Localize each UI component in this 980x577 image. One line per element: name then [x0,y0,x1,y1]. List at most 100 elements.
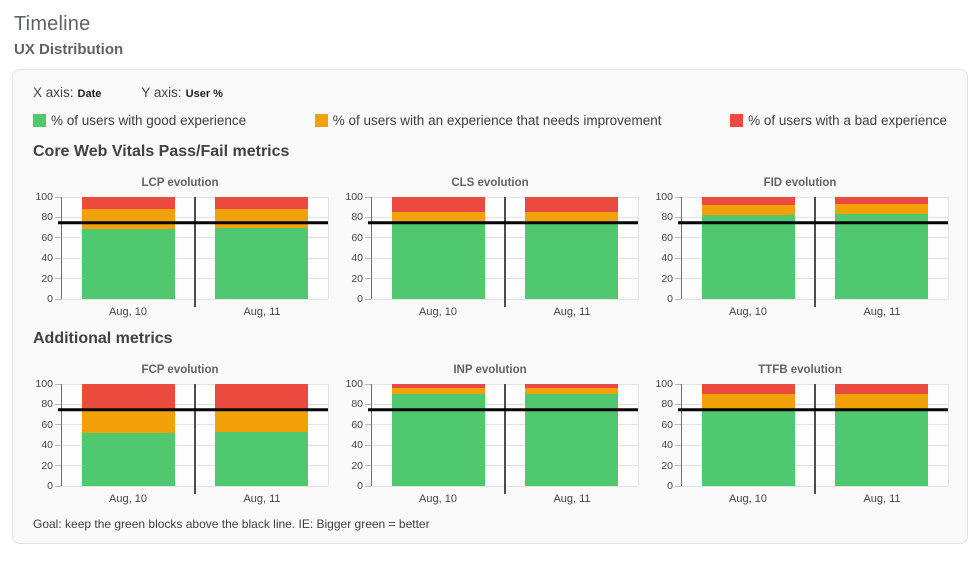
y-tick-label: 60 [41,231,53,244]
bar-segment-needs-improvement[interactable] [214,209,309,228]
y-tick-label: 20 [351,272,363,285]
bar-segment-bad[interactable] [524,197,619,213]
y-tick-mark [55,424,61,426]
bar-segment-needs-improvement[interactable] [214,409,309,432]
section-title-core-web-vitals: Core Web Vitals Pass/Fail metrics [33,143,290,160]
x-axis-label: Aug, 11 [553,493,591,505]
y-tick-label: 80 [41,211,53,224]
bar-segment-good[interactable] [81,432,176,486]
y-tick-label: 40 [351,252,363,265]
chart-body-lcp-evolution: 0 20 40 60 80 100 [31,191,329,307]
y-tick-mark [55,465,61,467]
axis-info: X axis: Date Y axis: User % [33,85,949,100]
good-experience-swatch-icon [33,114,46,127]
category-divider [194,384,196,494]
y-tick-mark [675,444,681,446]
bar-stack [214,197,309,299]
bar-segment-good[interactable] [834,409,929,486]
chart-cls-evolution: CLS evolution 0 20 40 60 80 100 Aug, 10 Aug, 11 [341,177,639,318]
bar-segment-good[interactable] [214,431,309,486]
bar-segment-needs-improvement[interactable] [524,212,619,223]
bar-segment-bad[interactable] [701,384,796,395]
bar-segment-good[interactable] [524,222,619,299]
x-axis-info: X axis: Date [33,85,101,100]
bar-segment-bad[interactable] [214,384,309,410]
y-tick-label: 20 [661,459,673,472]
y-tick-label: 60 [661,418,673,431]
bar-segment-good[interactable] [701,215,796,299]
bar-segment-bad[interactable] [834,384,929,395]
legend-item-bad: % of users with a bad experience [730,113,947,128]
y-axis-label: Y axis: [141,85,182,100]
y-tick-mark [365,298,371,300]
x-axis-value: Date [77,88,102,100]
x-axis-labels-fid-evolution: Aug, 10 Aug, 11 [681,306,949,318]
legend-label-good: % of users with good experience [51,113,247,128]
bar-segment-bad[interactable] [834,197,929,205]
y-tick-mark [365,196,371,198]
bar-segment-good[interactable] [391,221,486,299]
bar-segment-good[interactable] [701,409,796,486]
bar-segment-bad[interactable] [391,197,486,213]
chart-fid-evolution: FID evolution 0 20 40 60 80 100 Aug, 10 Aug, 11 [651,177,949,318]
x-axis-label: Aug, 11 [243,493,281,505]
chart-plot-fcp-evolution [58,383,329,494]
bar-stack [214,384,309,486]
y-tick-mark [365,424,371,426]
chart-plot-lcp-evolution [58,196,329,307]
bar-segment-bad[interactable] [524,384,619,389]
y-tick-mark [675,196,681,198]
bar-segment-needs-improvement[interactable] [834,394,929,410]
y-tick-label: 20 [41,459,53,472]
bar-segment-needs-improvement[interactable] [81,409,176,433]
y-tick-label: 100 [655,378,673,390]
chart-lcp-evolution: LCP evolution 0 20 40 60 80 100 Aug, 10 Aug, 11 [31,177,329,318]
y-tick-mark [365,465,371,467]
bar-group-aug-10 [682,384,815,486]
bar-segment-needs-improvement[interactable] [834,204,929,215]
bar-stack [524,384,619,486]
bar-segment-needs-improvement[interactable] [524,388,619,395]
y-tick-mark [55,196,61,198]
y-tick-mark [365,444,371,446]
y-tick-mark [675,216,681,218]
y-tick-label: 40 [661,439,673,452]
bar-segment-bad[interactable] [214,197,309,210]
y-tick-mark [675,383,681,385]
legend-label-needs-improvement: % of users with an experience that needs… [332,113,662,128]
y-tick-mark [55,237,61,239]
bar-segment-good[interactable] [81,228,176,299]
bar-segment-needs-improvement[interactable] [701,205,796,216]
bar-segment-needs-improvement[interactable] [701,394,796,410]
y-tick-mark [365,485,371,487]
y-tick-mark [55,485,61,487]
y-tick-label: 80 [351,398,363,411]
x-axis-labels-inp-evolution: Aug, 10 Aug, 11 [371,493,639,505]
chart-fcp-evolution: FCP evolution 0 20 40 60 80 100 Aug, 10 Aug, 11 [31,364,329,505]
y-tick-label: 0 [357,480,363,492]
chart-title-cls-evolution: CLS evolution [451,177,529,189]
chart-title-inp-evolution: INP evolution [453,364,527,376]
bar-segment-needs-improvement[interactable] [391,388,486,395]
category-divider [504,197,506,307]
y-tick-mark [675,257,681,259]
bar-segment-bad[interactable] [391,384,486,389]
bar-segment-bad[interactable] [701,197,796,206]
bar-segment-good[interactable] [214,227,309,299]
chart-plot-fid-evolution [678,196,949,307]
bar-stack [524,197,619,299]
y-axis-cls-evolution: 0 20 40 60 80 100 [341,191,371,305]
bar-segment-needs-improvement[interactable] [81,209,176,229]
x-axis-label: Aug, 10 [729,306,767,318]
y-tick-label: 0 [47,293,53,305]
y-tick-label: 20 [661,272,673,285]
bar-segment-needs-improvement[interactable] [391,212,486,222]
bar-segment-bad[interactable] [81,197,176,210]
bar-segment-good[interactable] [834,214,929,299]
bar-stack [701,384,796,486]
core-web-vitals-charts-row: LCP evolution 0 20 40 60 80 100 Aug, 10 Aug, 11 C… [31,177,949,318]
timeline-page: Timeline UX Distribution X axis: Date Y … [12,13,968,544]
page-title: Timeline [14,13,91,35]
bar-segment-bad[interactable] [81,384,176,410]
y-tick-mark [675,485,681,487]
